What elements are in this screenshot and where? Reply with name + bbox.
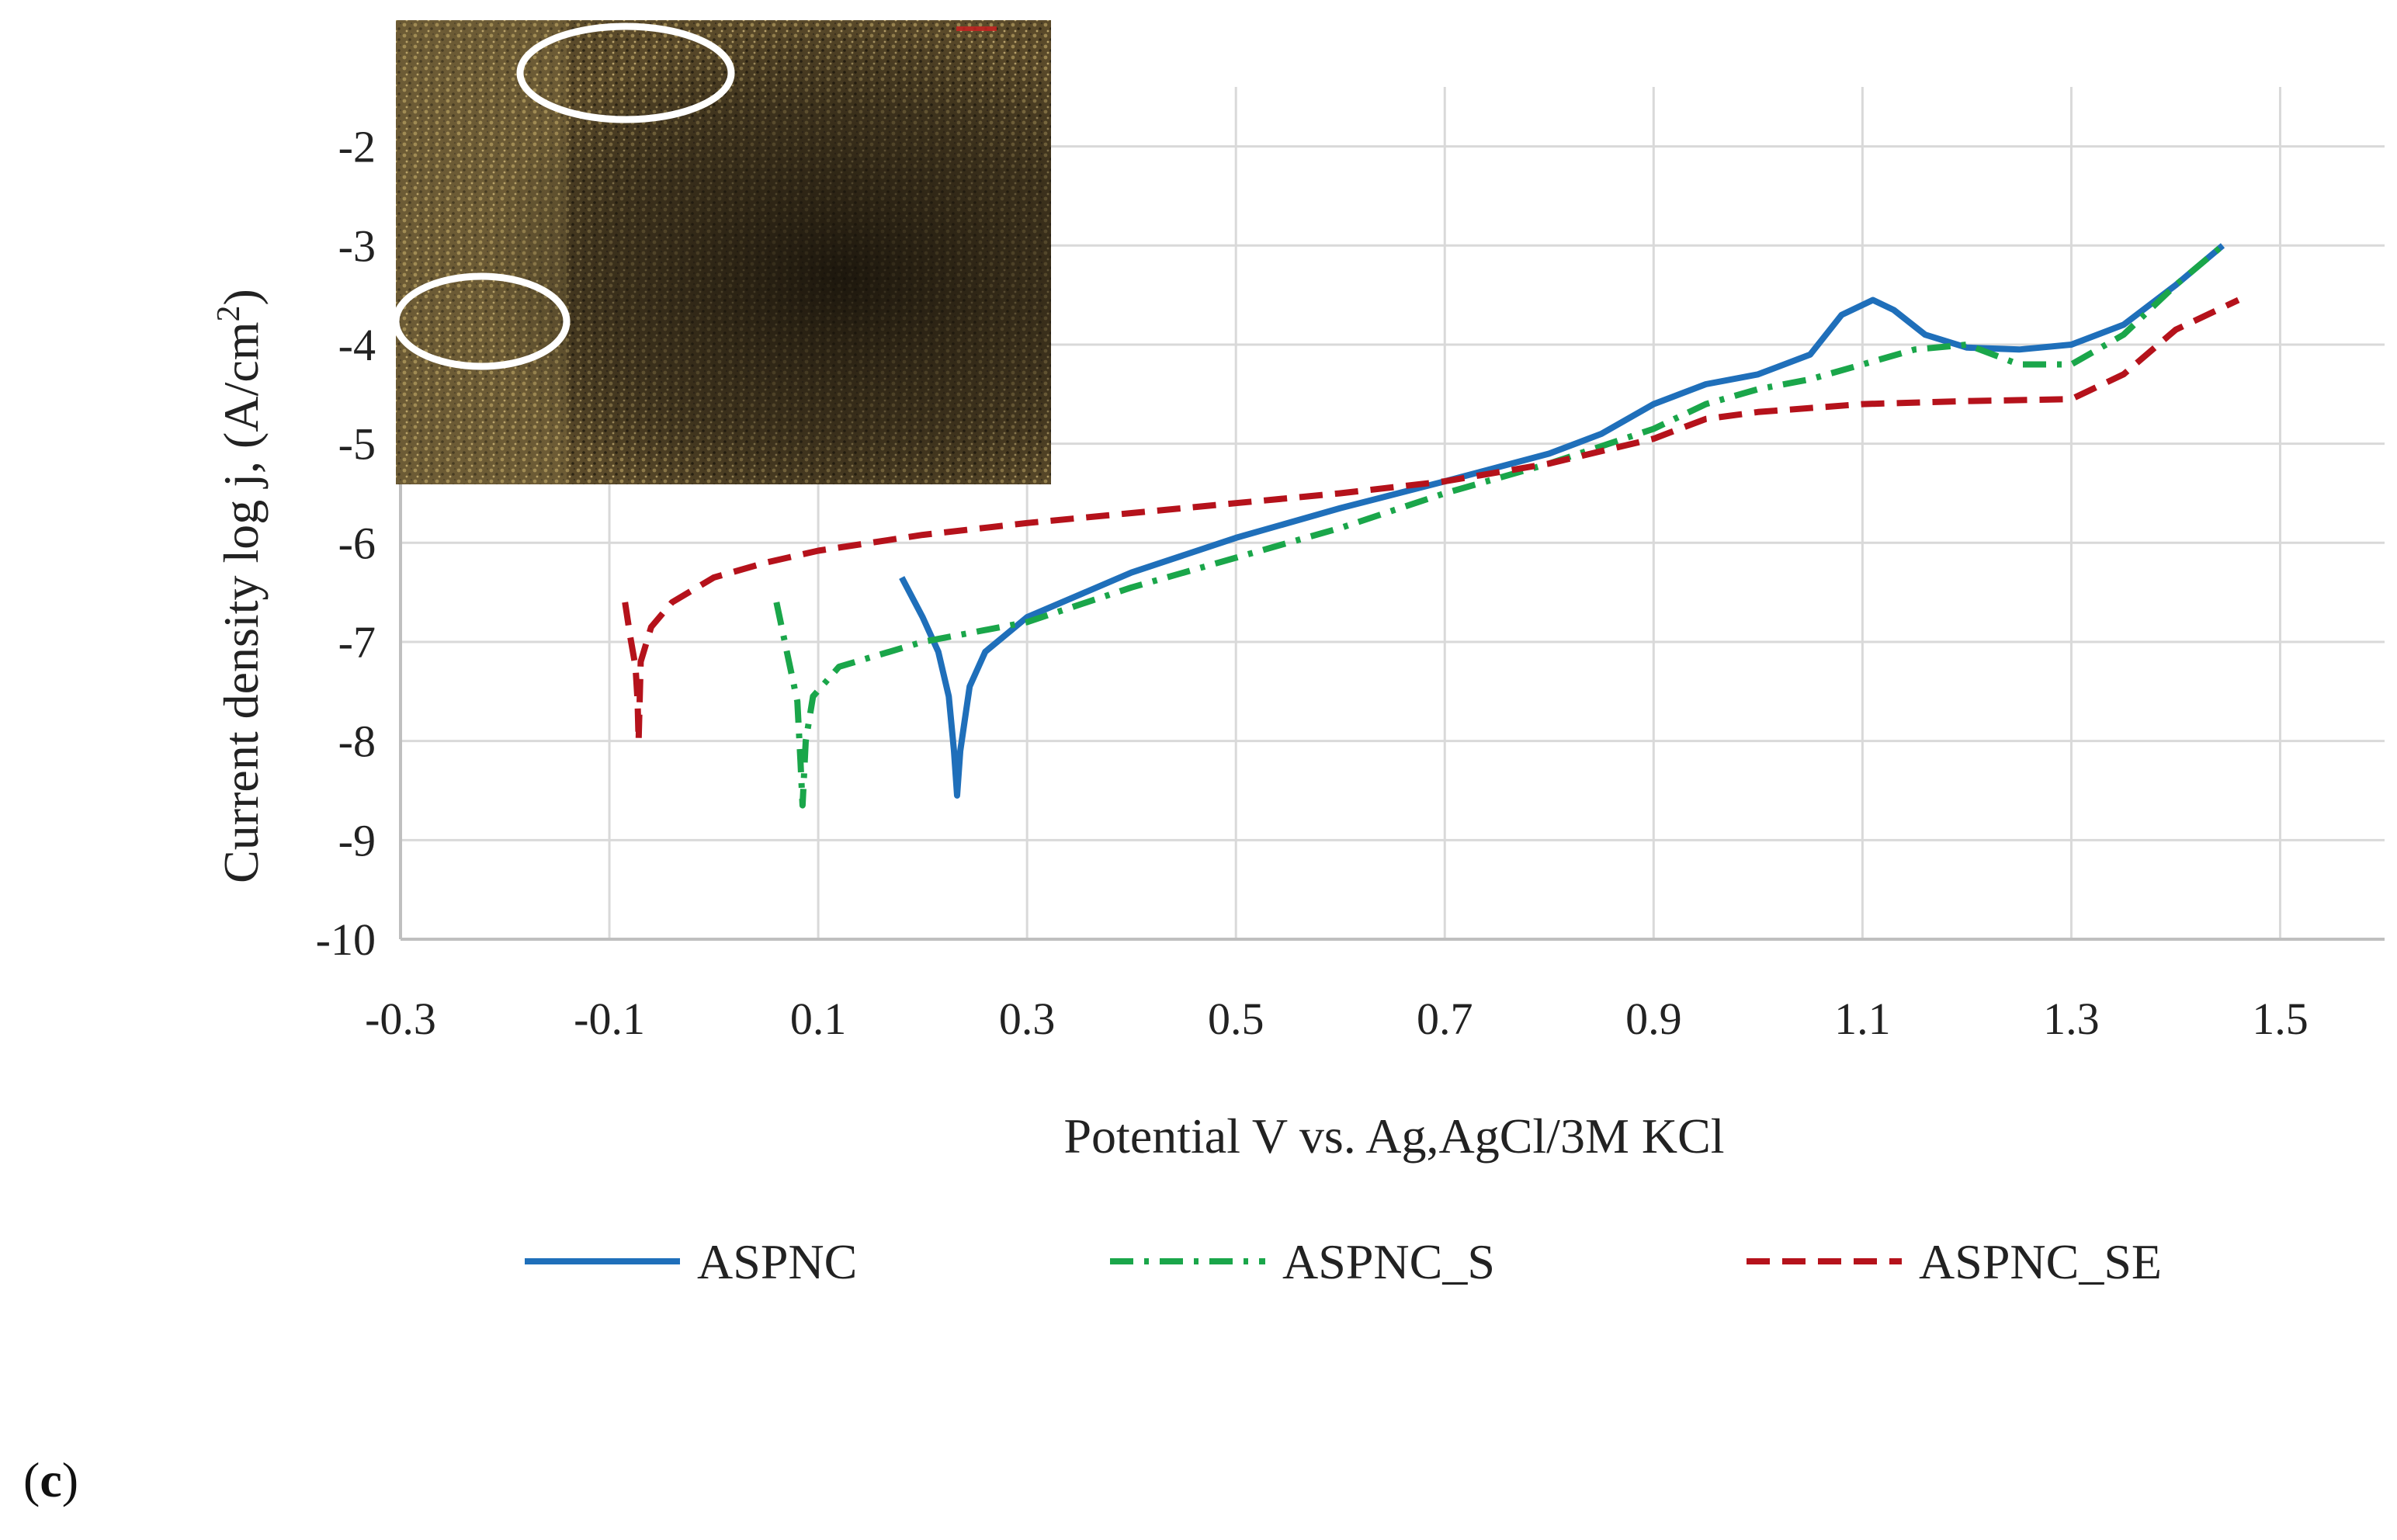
- y-tick-label: -7: [338, 617, 376, 668]
- y-axis-title-main: Current density log j, (A/cm: [213, 321, 269, 883]
- x-tick-label: 1.5: [2252, 994, 2309, 1044]
- y-tick-label: -9: [338, 815, 376, 865]
- legend: ASPNC ASPNC_S ASPNC_SE: [525, 1234, 2162, 1289]
- x-axis-title: Potential V vs. Ag,AgCl/3M KCl: [1063, 1108, 1724, 1164]
- x-tick-label: 1.3: [2043, 994, 2100, 1044]
- y-tick-label: -2: [338, 122, 376, 172]
- y-axis-title-close: ): [213, 289, 269, 305]
- y-tick-label: -10: [316, 914, 376, 965]
- series-layer: [622, 243, 2240, 809]
- legend-label-aspnc: ASPNC: [697, 1234, 857, 1289]
- x-tick-label: -0.1: [574, 994, 645, 1044]
- panel-label: (c): [23, 1452, 78, 1509]
- panel-label-close: ): [61, 1452, 79, 1507]
- x-tick-label: 0.1: [790, 994, 847, 1044]
- inset-highlight-circle-top: [516, 23, 735, 123]
- legend-label-aspnc-s: ASPNC_S: [1282, 1234, 1495, 1289]
- y-axis-title-sup: 2: [211, 305, 247, 321]
- inset-highlight-circle-left: [392, 272, 571, 370]
- y-tick-label: -8: [338, 716, 376, 767]
- series-aspnc-line: [899, 243, 2225, 799]
- x-tick-label: 0.5: [1208, 994, 1264, 1044]
- tick-labels: -0.3 -0.1 0.1 0.3 0.5 0.7 0.9 1.1 1.3 1.5 -10 -9 -8 -…: [316, 122, 2309, 1044]
- legend-label-aspnc-se: ASPNC_SE: [1919, 1234, 2162, 1289]
- x-tick-label: 0.7: [1417, 994, 1473, 1044]
- x-tick-label: 0.3: [999, 994, 1056, 1044]
- y-tick-label: -4: [338, 320, 376, 370]
- y-axis-title: Current density log j, (A/cm2): [211, 289, 269, 883]
- series-aspnc-s-line: [773, 243, 2225, 809]
- panel-label-letter: c: [40, 1452, 62, 1507]
- grid-lines: [401, 87, 2385, 939]
- inset-micrograph: [392, 20, 1051, 484]
- x-tick-label: 0.9: [1625, 994, 1682, 1044]
- y-tick-label: -6: [338, 518, 376, 568]
- x-tick-label: 1.1: [1834, 994, 1891, 1044]
- y-tick-label: -3: [338, 220, 376, 271]
- y-tick-label: -5: [338, 419, 376, 470]
- series-aspnc-se-line: [622, 297, 2240, 744]
- x-tick-label: -0.3: [365, 994, 436, 1044]
- panel-label-open: (: [23, 1452, 40, 1507]
